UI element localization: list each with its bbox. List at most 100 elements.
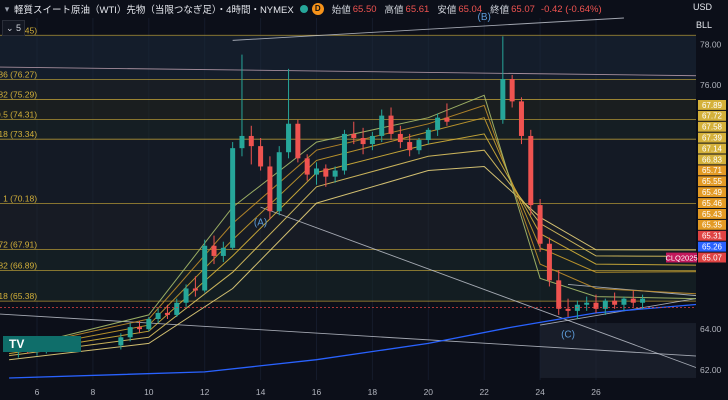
price-tag-label: 66.83 [702,155,723,164]
candle-body [351,133,357,138]
candle [528,129,534,216]
fib-level-label: 0.5 (74.31) [0,109,37,119]
x-tick-label: 24 [535,387,545,397]
low-label: 安値 [437,5,457,16]
price-tag-bg [698,209,726,219]
price-tag-label: 67.89 [702,101,723,110]
candle [239,54,245,157]
change-value: -0.42 (-0.64%) [540,3,602,15]
currency-label[interactable]: USD [692,2,712,12]
price-tag: 65.31 [698,230,726,241]
x-tick-label: 20 [424,387,434,397]
x-tick-label: 18 [368,387,378,397]
candle-body [286,123,292,153]
price-tag-bg [698,154,726,165]
candle-body [211,245,217,256]
candle-body [444,117,450,122]
open-label: 始値 [331,5,351,16]
x-tick-label: 14 [256,387,266,397]
candle-body [258,146,264,167]
candle [248,125,254,165]
candle-body [341,133,347,171]
candle [388,107,394,141]
price-tag: 66.83 [698,154,726,165]
fib-zone [0,139,712,204]
indicator-toggle[interactable]: ⌄ 5 [2,20,26,36]
market-status-icon [299,5,308,13]
candle [276,146,282,216]
candle-body [425,129,431,141]
candle-body [397,133,403,143]
price-tag-bg [698,165,726,176]
fib-level-label: 0.382 (75.29) [0,90,37,100]
price-tag-label: 67.39 [702,134,723,143]
candle-body [369,135,375,145]
price-tag-bg [698,198,726,208]
candle-body [118,337,124,346]
price-tag-label: 65.35 [702,221,723,230]
candle [323,164,329,187]
candle [304,154,310,181]
candle-body [360,137,366,145]
candle [332,166,338,183]
candle [518,97,524,145]
candle [546,237,552,287]
candle [286,68,292,159]
candle-body [546,243,552,281]
price-tag-label: 65.71 [702,166,723,175]
price-tag-label: 65.43 [702,210,723,219]
candle-body [640,298,646,303]
candle-body [332,170,338,177]
x-tick-label: 22 [479,387,489,397]
price-tag-label: 67.72 [702,112,723,121]
fib-level-label: 0.236 (76.27) [0,70,37,80]
candle [407,133,413,157]
candle-body [314,168,319,175]
ema-ribbon-line [8,94,708,350]
candle-body [584,302,590,305]
price-tag: 67.39 [698,132,726,143]
candle [136,321,142,334]
candle-body [146,318,152,330]
candle [127,323,133,342]
wave-label: (C) [561,329,575,340]
price-tag-bg [698,241,726,252]
data-badge[interactable]: D [311,3,324,15]
time-axis [0,380,728,400]
candle-body [183,288,189,303]
price-tag-label: 65.46 [702,199,723,208]
high-value: 65.61 [405,3,430,15]
x-tick-label: 10 [144,387,154,397]
candle-body [630,298,636,303]
ema-long-line [9,302,708,379]
candle [621,296,627,311]
candle-body [565,308,571,311]
close-value: 65.07 [511,3,535,15]
close-label: 終値 [490,5,510,16]
y-tick-label: 64.00 [700,324,722,334]
price-tag-bg [698,110,726,121]
candle-body [574,304,580,311]
price-tag: 65.49 [698,187,726,198]
candle-body [295,123,301,159]
indicator-count: 5 [16,23,22,33]
trendline [260,206,708,373]
x-tick-label: 8 [91,387,96,397]
chevron-down-icon[interactable]: ▾ [4,4,10,14]
candle-body [556,280,562,309]
chart-header: ▾ 軽質スイート原油（WTI）先物（当限つなぎ足）・4時間・NYMEX D 始値… [0,0,696,18]
price-tag: 65.43 [698,209,726,219]
price-tag-bg [698,187,726,198]
candle [351,121,357,145]
candle-body [155,312,161,319]
candle [425,127,431,145]
candle-body [537,205,543,244]
candle-body [323,168,329,177]
candle [258,137,264,171]
tradingview-logo[interactable]: TV [3,336,81,352]
price-tag-bg [698,132,726,143]
candle-body [500,79,506,120]
collapse-icon[interactable]: ⌄ [6,22,17,33]
price-tag-bg [698,219,726,230]
